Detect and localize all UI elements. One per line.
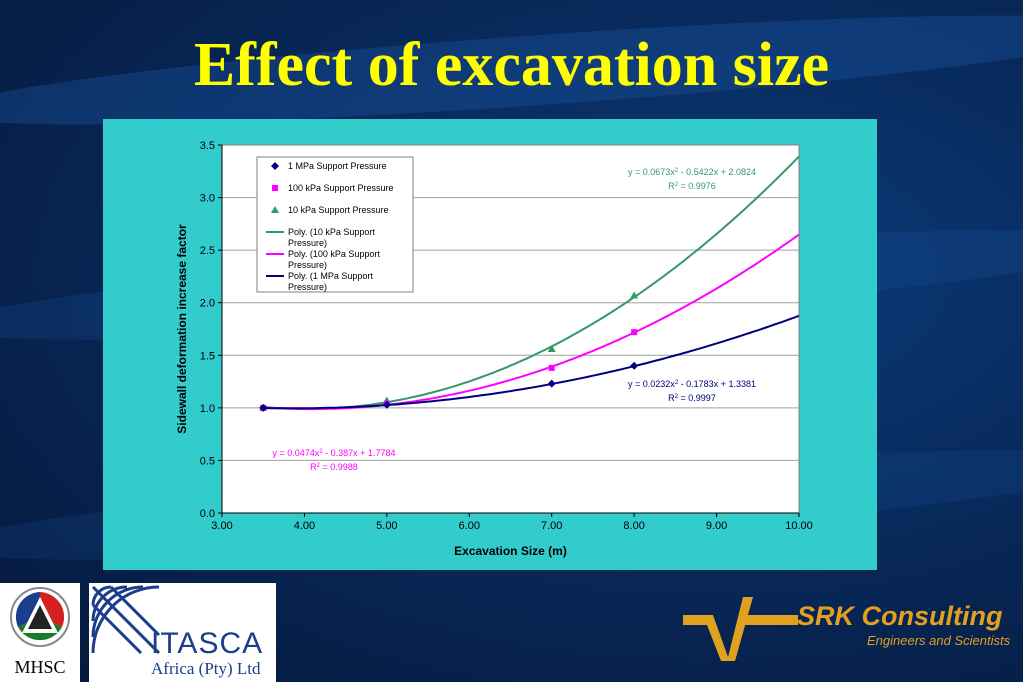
equation-rest: - 0.1783x + 1.3381 [678, 379, 756, 389]
r-squared-label: R [668, 181, 675, 191]
trendline-r-squared: R2 = 0.9988 [310, 462, 358, 472]
legend-label: Poly. (1 MPa Support [288, 271, 373, 281]
x-tick-label: 8.00 [623, 520, 644, 532]
srk-tagline: Engineers and Scientists [867, 633, 1011, 648]
legend-label: Pressure) [288, 282, 327, 292]
x-tick-label: 9.00 [706, 520, 727, 532]
y-tick-label: 1.0 [200, 403, 215, 415]
y-tick-label: 3.5 [200, 140, 215, 152]
y-tick-label: 0.5 [200, 455, 215, 467]
legend-label: 100 kPa Support Pressure [288, 183, 394, 193]
y-tick-label: 2.5 [200, 245, 215, 257]
data-point [382, 400, 391, 409]
itasca-logo: ITASCA Africa (Pty) Ltd [89, 583, 276, 682]
r-squared-label: R [310, 462, 317, 472]
r-squared-exponent: 2 [317, 463, 321, 469]
itasca-grid-icon [91, 585, 161, 655]
equation-text: y = 0.0673x [628, 167, 675, 177]
legend-label: 1 MPa Support Pressure [288, 161, 387, 171]
y-axis-title: Sidewall deformation increase factor [175, 224, 189, 434]
srk-logo: SRK Consulting Engineers and Scientists [683, 595, 1023, 665]
y-tick-label: 0.0 [200, 508, 215, 520]
equation-text: y = 0.0474x [273, 448, 320, 458]
trendline-equation: y = 0.0673x2 - 0.5422x + 2.0824 [628, 167, 756, 177]
data-point [630, 361, 639, 370]
data-point [259, 403, 268, 412]
trendline-equation: y = 0.0474x2 - 0.387x + 1.7784 [273, 448, 396, 458]
equation-text: y = 0.0232x [628, 379, 675, 389]
data-point [548, 364, 555, 371]
legend-label: Pressure) [288, 238, 327, 248]
legend-label: 10 kPa Support Pressure [288, 205, 389, 215]
data-point [631, 329, 638, 336]
equation-exponent: 2 [675, 168, 679, 174]
legend-marker [272, 185, 278, 191]
legend: 1 MPa Support Pressure 100 kPa Support Pr… [256, 156, 414, 293]
data-point [547, 379, 556, 388]
itasca-name: ITASCA [151, 627, 264, 660]
chart-panel: 0.0 0.5 1.0 1.5 2.0 2.5 3.0 3.5 3.00 4.00 5.00 6.00… [103, 119, 877, 570]
equation-rest: - 0.5422x + 2.0824 [678, 167, 756, 177]
y-tick-label: 1.5 [200, 350, 215, 362]
x-tick-label: 4.00 [294, 520, 315, 532]
legend-marker [271, 162, 279, 170]
x-tick-label: 10.00 [785, 520, 813, 532]
x-tick-label: 7.00 [541, 520, 562, 532]
legend-label: Pressure) [288, 260, 327, 270]
r-squared-exponent: 2 [675, 394, 679, 400]
x-tick-label: 3.00 [211, 520, 232, 532]
equation-exponent: 2 [319, 449, 323, 455]
mhsc-logo-text: MHSC [14, 657, 66, 677]
trendline-r-squared: R2 = 0.9976 [668, 181, 716, 191]
srk-name: SRK Consulting [797, 601, 1003, 631]
srk-emblem-icon [683, 597, 798, 661]
trendline-equation: y = 0.0232x2 - 0.1783x + 1.3381 [628, 379, 756, 389]
legend-label: Poly. (10 kPa Support [288, 227, 375, 237]
r-squared-value: = 0.9976 [678, 181, 716, 191]
trendline [263, 314, 799, 410]
r-squared-label: R [668, 393, 675, 403]
x-axis-title: Excavation Size (m) [454, 544, 567, 558]
r-squared-exponent: 2 [675, 182, 679, 188]
y-tick-label: 2.0 [200, 298, 215, 310]
data-point [630, 291, 639, 299]
data-point [547, 344, 556, 352]
slide-title: Effect of excavation size [193, 31, 830, 99]
trendline-r-squared: R2 = 0.9997 [668, 393, 716, 403]
mhsc-logo: MHSC [0, 583, 80, 682]
r-squared-value: = 0.9988 [320, 462, 358, 472]
legend-box [256, 156, 414, 293]
legend-label: Poly. (100 kPa Support [288, 249, 380, 259]
y-tick-label: 3.0 [200, 193, 215, 205]
equation-rest: - 0.387x + 1.7784 [323, 448, 396, 458]
itasca-subtitle: Africa (Pty) Ltd [151, 659, 261, 678]
chart: 0.0 0.5 1.0 1.5 2.0 2.5 3.0 3.5 3.00 4.00 5.00 6.00… [175, 140, 813, 558]
x-tick-label: 5.00 [376, 520, 397, 532]
mhsc-emblem-icon [10, 587, 70, 647]
legend-marker [271, 206, 279, 213]
equation-exponent: 2 [675, 380, 679, 386]
x-tick-label: 6.00 [459, 520, 480, 532]
r-squared-value: = 0.9997 [678, 393, 716, 403]
